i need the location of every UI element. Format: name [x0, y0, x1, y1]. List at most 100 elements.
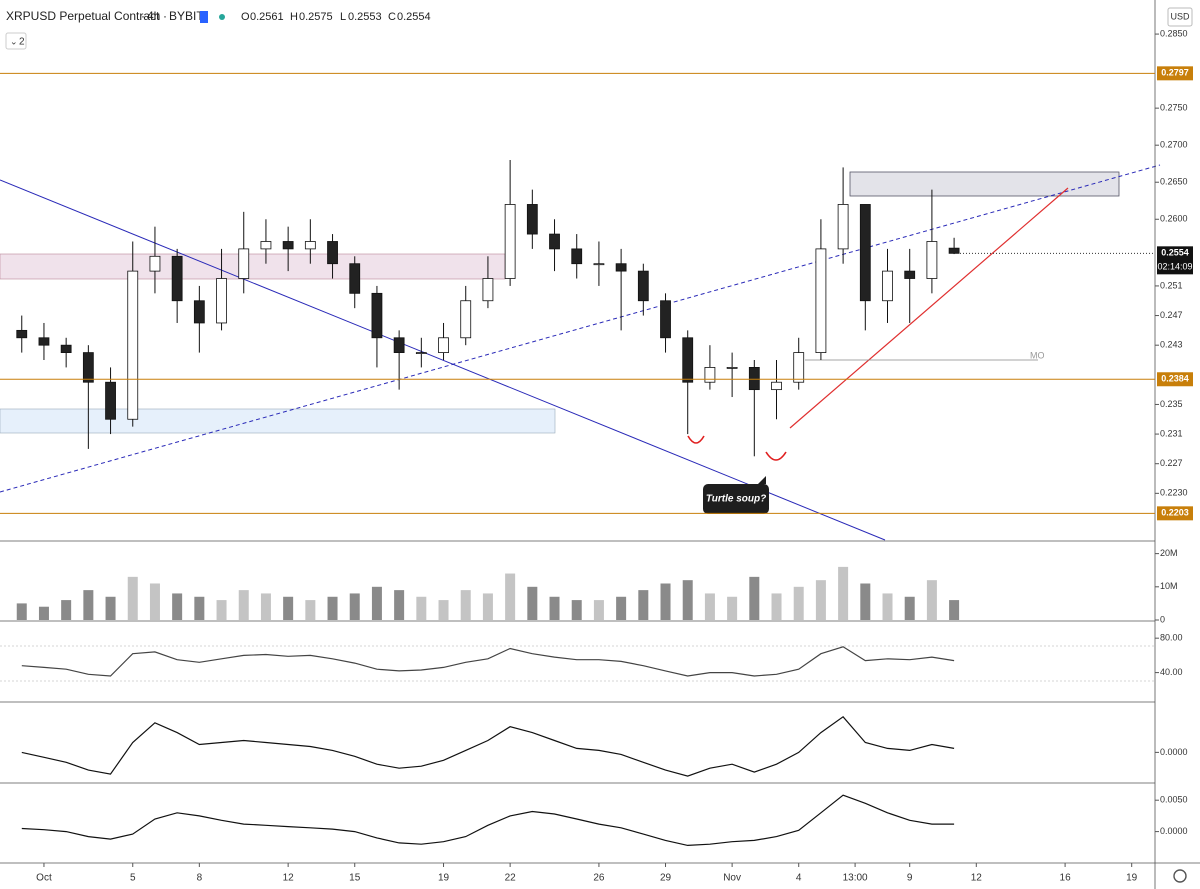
- candle-body: [460, 300, 472, 339]
- settings-icon[interactable]: [1173, 869, 1187, 883]
- x-tick-label: 5: [130, 873, 136, 884]
- x-tick-label: 26: [593, 873, 605, 884]
- low-value: 0.2553: [348, 11, 382, 23]
- candle-body: [304, 241, 316, 250]
- candle-body: [327, 241, 338, 265]
- x-tick-label: 13:00: [843, 873, 868, 884]
- volume-bar: [860, 583, 871, 620]
- candle-body: [371, 292, 383, 339]
- volume-bar: [904, 596, 915, 620]
- y-tick-label: 0.0050: [1160, 795, 1188, 805]
- currency-button[interactable]: [1167, 7, 1193, 27]
- candle-body: [815, 248, 827, 353]
- trend-line: [0, 164, 1161, 493]
- interval: 4h: [147, 9, 160, 23]
- x-tick-label: 12: [283, 873, 295, 884]
- indicator-toggle[interactable]: [5, 32, 27, 50]
- volume-bar: [704, 593, 715, 620]
- volume-bar: [260, 593, 271, 620]
- candle-body: [82, 352, 94, 383]
- candle-body: [615, 263, 627, 272]
- candle-body: [482, 278, 494, 302]
- candle-body: [926, 241, 938, 279]
- candle-body: [637, 270, 649, 302]
- symbol: XRPUSD Perpetual Contract: [6, 9, 160, 23]
- volume-bar: [394, 590, 405, 620]
- x-tick-label: Oct: [36, 873, 52, 884]
- y-tick-label: 0.2600: [1160, 214, 1188, 224]
- candle-body: [549, 233, 560, 250]
- y-tick-label: 0.231: [1160, 428, 1183, 438]
- x-tick-label: 9: [907, 873, 913, 884]
- y-tick-label: 0.0000: [1160, 747, 1188, 757]
- y-tick-label: 0.2650: [1160, 177, 1188, 187]
- volume-bar: [727, 596, 738, 620]
- x-tick-label: Nov: [723, 873, 741, 884]
- candle-body: [193, 300, 205, 324]
- volume-bar: [61, 600, 72, 620]
- toggle-icon: ⌄: [10, 36, 18, 46]
- level-label: 0.2797: [1161, 68, 1189, 78]
- candle-body: [105, 381, 116, 420]
- y-tick-label: 40.00: [1160, 667, 1183, 677]
- candle-body: [726, 367, 738, 369]
- indicator-line: [21, 794, 955, 847]
- volume-bar: [482, 593, 493, 620]
- trend-line: [789, 187, 1069, 429]
- x-tick-label: 4: [796, 873, 802, 884]
- volume-bar: [38, 606, 49, 620]
- x-tick-label: 12: [971, 873, 983, 884]
- volume-bar: [283, 596, 294, 620]
- y-tick-label: 0.247: [1160, 310, 1183, 320]
- candle-body: [660, 300, 671, 339]
- y-tick-label: 0.2850: [1160, 28, 1188, 38]
- volume-bar: [793, 586, 804, 620]
- x-tick-label: 29: [660, 873, 672, 884]
- exchange: BYBIT: [169, 9, 204, 23]
- volume-bar: [638, 590, 649, 620]
- last-price: 0.2554: [1161, 248, 1189, 258]
- candle-body: [216, 278, 227, 324]
- candle-body: [504, 204, 516, 279]
- status-dot: [219, 14, 225, 20]
- y-tick-label: 0.2230: [1160, 488, 1188, 498]
- level-label-bg: [1157, 372, 1193, 387]
- resistance-zone: [849, 171, 1120, 197]
- candle-body: [704, 367, 716, 383]
- candle-body: [948, 247, 960, 254]
- volume-bar: [238, 590, 249, 620]
- candle-body: [171, 255, 183, 302]
- candle-body: [38, 337, 50, 346]
- candle-body: [16, 329, 28, 339]
- y-tick-label: 20M: [1160, 548, 1178, 558]
- volume-bar: [127, 576, 138, 620]
- volume-bar: [527, 586, 538, 620]
- indicator-count: 2: [19, 37, 25, 48]
- x-tick-label: 19: [1126, 873, 1138, 884]
- zone-label: MO: [1030, 350, 1045, 360]
- volume-bar: [926, 580, 937, 620]
- flag-icon[interactable]: [200, 11, 208, 23]
- candle-body: [238, 248, 250, 279]
- level-label-bg: [1157, 66, 1193, 81]
- currency: USD: [1170, 11, 1190, 21]
- countdown: 02:14:09: [1157, 262, 1192, 272]
- volume-bar: [16, 603, 27, 620]
- volume-bar: [216, 600, 227, 620]
- volume-bar: [305, 600, 316, 620]
- level-label-bg: [1157, 506, 1193, 521]
- volume-bar: [838, 566, 849, 620]
- level-label: 0.2203: [1161, 508, 1189, 518]
- x-tick-label: 8: [197, 873, 203, 884]
- candle-body: [904, 270, 916, 279]
- trend-line: [0, 179, 886, 541]
- candle-body: [882, 270, 893, 302]
- level-label: 0.2384: [1161, 374, 1189, 384]
- candle-body: [60, 344, 72, 353]
- volume-bar: [105, 596, 116, 620]
- volume-bar: [616, 596, 627, 620]
- volume-bar: [438, 600, 449, 620]
- volume-bar: [505, 573, 516, 620]
- last-price-bg: [1157, 246, 1193, 275]
- volume-bar: [172, 593, 183, 620]
